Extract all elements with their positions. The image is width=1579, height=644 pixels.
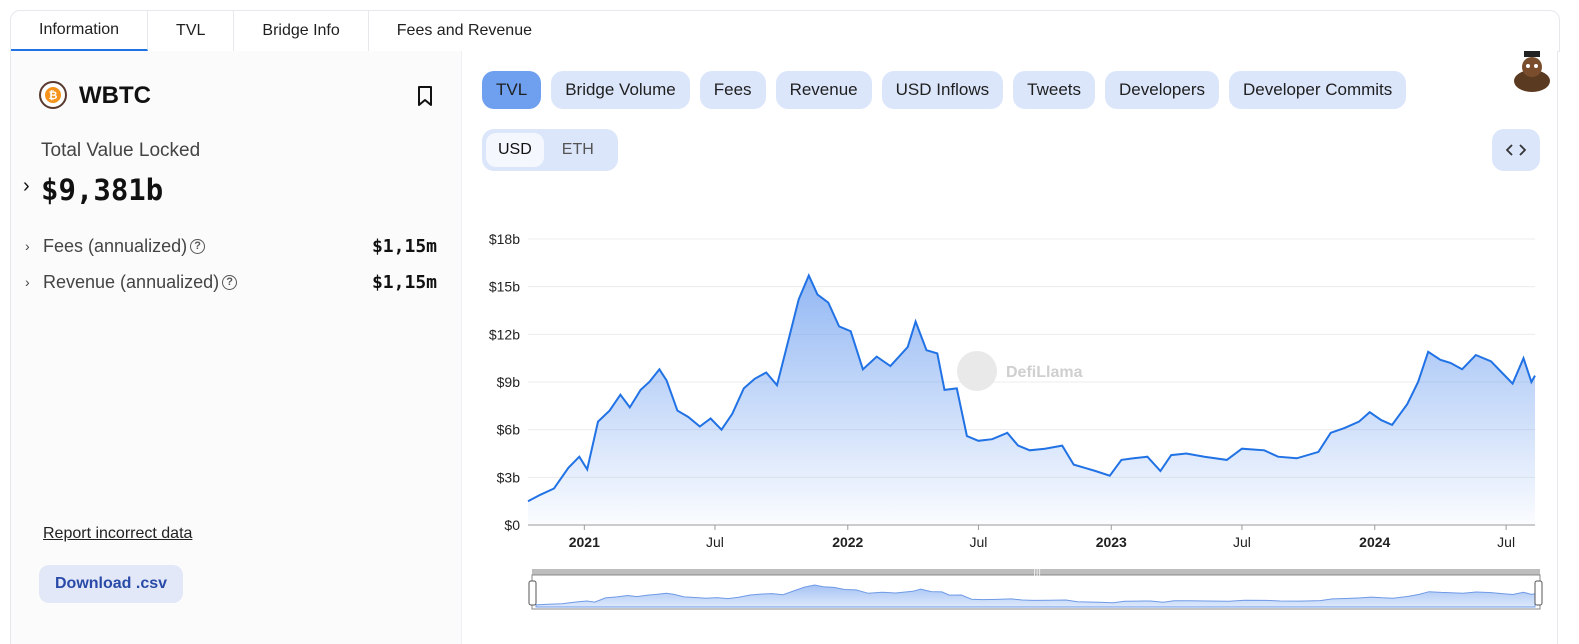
tvl-line [527, 273, 1536, 503]
tvl-chart: $0$3b$6b$9b$12b$15b$18b 2021 Jul 2022 Jul 20… [489, 231, 1543, 610]
chevron-right-icon: › [25, 274, 30, 290]
chevron-right-icon[interactable]: › [23, 175, 30, 197]
y-tick-label: $18b [489, 231, 520, 247]
y-axis: $0 $3b $6b $9b $12b $15b $18b [489, 231, 520, 533]
y-tick-label: $0 [504, 517, 520, 533]
x-tick-label: 2021 [569, 534, 600, 550]
tab-fees-and-revenue[interactable]: Fees and Revenue [396, 22, 532, 39]
tab-bridge-info[interactable]: Bridge Info [234, 11, 369, 51]
chart-panel: TVL Bridge Volume Fees Revenue USD Inflo… [462, 51, 1558, 644]
x-tick-label: Jul [969, 534, 987, 550]
download-csv-button[interactable]: Download .csv [39, 565, 184, 603]
range-handle-left[interactable] [528, 580, 537, 606]
fees-label: Fees (annualized) [43, 235, 188, 256]
chart-tab-fees[interactable]: Fees [699, 71, 766, 109]
x-tick-label: 2024 [1359, 534, 1390, 550]
code-icon [1506, 144, 1526, 156]
x-tick-label: Jul [1233, 534, 1251, 550]
protocol-name: WBTC [79, 82, 151, 109]
range-grip-icon[interactable]: ||| [1033, 568, 1041, 577]
revenue-label: Revenue (annualized) [43, 271, 220, 292]
y-tick-label: $3b [497, 469, 521, 485]
report-incorrect-data-link[interactable]: Report incorrect data [43, 525, 193, 542]
denomination-toggle: USD ETH [482, 129, 618, 171]
llama-avatar-icon [1514, 51, 1550, 92]
range-slider-preview [535, 584, 1536, 608]
info-tabs: Information TVL Bridge Info Fees and Rev… [10, 10, 1560, 52]
x-tick-label: Jul [1497, 534, 1515, 550]
chart-tab-developer-commits[interactable]: Developer Commits [1229, 71, 1407, 109]
range-handle-right[interactable] [1534, 580, 1543, 606]
fees-value: $1,15m [371, 235, 437, 257]
help-icon[interactable]: ? [222, 274, 238, 290]
chart-tab-revenue[interactable]: Revenue [775, 71, 872, 109]
help-icon[interactable]: ? [190, 238, 206, 254]
x-axis: 2021 Jul 2022 Jul 2023 Jul 2024 Jul [569, 525, 1515, 550]
chart-tab-tvl[interactable]: TVL [482, 71, 542, 109]
chart-tab-developers[interactable]: Developers [1105, 71, 1220, 109]
y-tick-label: $6b [497, 422, 521, 438]
x-tick-label: 2022 [832, 534, 863, 550]
watermark: DefiLlama [957, 351, 1083, 391]
range-slider[interactable]: ||| [528, 568, 1543, 610]
chevron-right-icon: › [25, 238, 30, 254]
tvl-value: $9,381b [41, 173, 164, 207]
watermark-text: DefiLlama [1006, 364, 1083, 381]
x-tick-label: Jul [706, 534, 724, 550]
chart-tabs: TVL Bridge Volume Fees Revenue USD Inflo… [482, 71, 1407, 109]
tvl-label: Total Value Locked [41, 140, 201, 161]
tab-tvl[interactable]: TVL [148, 11, 235, 51]
chart-tab-tweets[interactable]: Tweets [1013, 71, 1096, 109]
chart-tab-usd-inflows[interactable]: USD Inflows [881, 71, 1004, 109]
y-tick-label: $12b [489, 326, 520, 342]
y-tick-label: $9b [497, 374, 521, 390]
bookmark-icon[interactable] [415, 85, 435, 107]
tvl-area [528, 275, 1535, 525]
tab-information[interactable]: Information [11, 11, 149, 51]
fees-row[interactable]: › Fees (annualized) ? $1,15m [25, 234, 437, 258]
x-tick-label: 2023 [1096, 534, 1127, 550]
denomination-eth[interactable]: ETH [561, 141, 594, 158]
y-tick-label: $15b [489, 279, 520, 295]
revenue-row[interactable]: › Revenue (annualized) ? $1,15m [25, 270, 437, 294]
denomination-usd[interactable]: USD [486, 133, 544, 167]
bitcoin-icon: ₿ [39, 81, 67, 109]
embed-code-button[interactable] [1492, 129, 1540, 171]
revenue-value: $1,15m [371, 271, 437, 293]
protocol-summary-panel: ₿ WBTC Total Value Locked › $9,381b › Fe… [10, 51, 462, 644]
chart-tab-bridge-volume[interactable]: Bridge Volume [551, 71, 690, 109]
